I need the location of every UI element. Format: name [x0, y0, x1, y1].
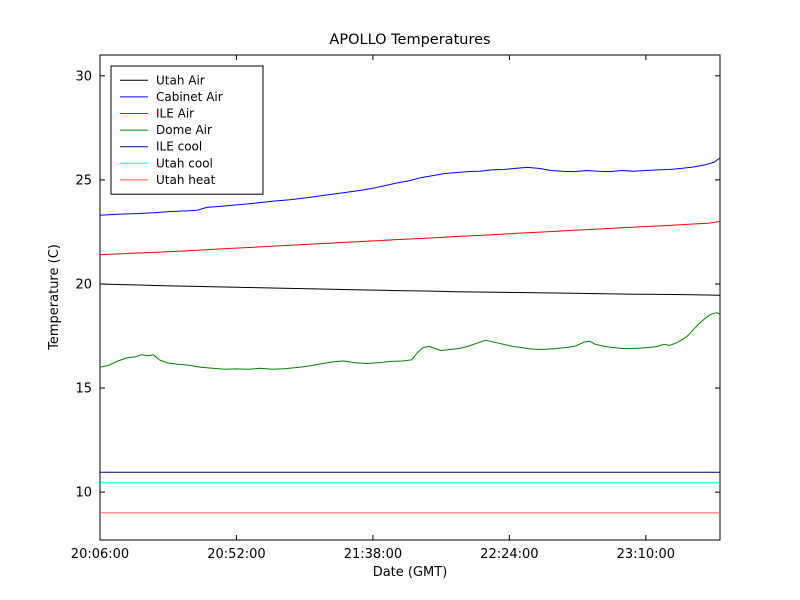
y-tick-label: 10	[75, 486, 92, 501]
chart-title: APOLLO Temperatures	[329, 32, 490, 48]
y-tick-label: 25	[75, 173, 92, 188]
legend-label-utah-air: Utah Air	[156, 73, 205, 87]
y-tick-label: 15	[75, 382, 92, 397]
y-tick-label: 20	[75, 277, 92, 292]
x-tick-label: 23:10:00	[617, 547, 675, 562]
legend-label-utah-heat: Utah heat	[156, 173, 216, 187]
legend-label-ile-air: ILE Air	[156, 107, 194, 121]
legend-label-utah-cool: Utah cool	[156, 156, 213, 170]
series-line-cabinet-air	[99, 157, 721, 216]
legend-label-dome-air: Dome Air	[156, 123, 212, 137]
series-lines	[99, 157, 721, 514]
legend-label-cabinet-air: Cabinet Air	[156, 90, 223, 104]
legend-label-ile-cool: ILE cool	[156, 140, 202, 154]
x-tick-label: 20:52:00	[207, 547, 265, 562]
x-tick-label: 20:06:00	[71, 547, 129, 562]
x-axis-label: Date (GMT)	[373, 565, 448, 580]
x-tick-label: 21:38:00	[344, 547, 402, 562]
axis-ticks: 20:06:00 20:52:00 21:38:00 22:24:00 23:10:00…	[71, 55, 720, 562]
legend: Utah Air Cabinet Air ILE Air Dome Air ILE co…	[110, 65, 264, 195]
x-tick-label: 22:24:00	[480, 547, 538, 562]
y-axis-label: Temperature (C)	[47, 244, 62, 351]
series-line-ile-air	[99, 221, 721, 256]
y-tick-label: 30	[75, 69, 92, 84]
series-line-utah-air	[99, 283, 721, 296]
series-line-dome-air	[99, 312, 721, 370]
